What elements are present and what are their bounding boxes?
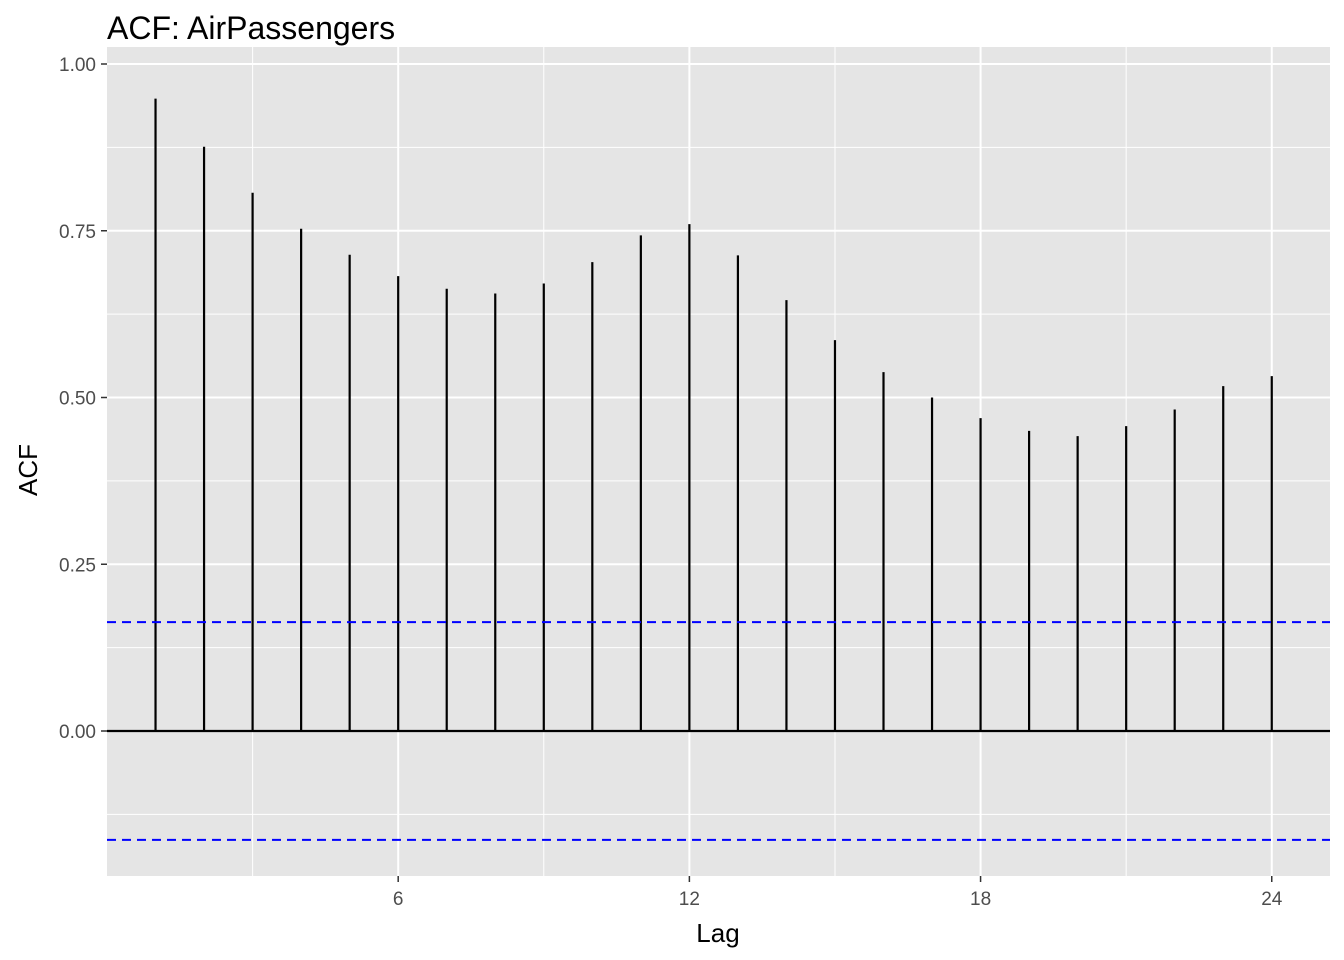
plot-panel — [107, 47, 1330, 876]
y-tick-label: 0.75 — [59, 222, 96, 243]
x-axis: 6 12 18 24 — [393, 876, 1283, 910]
chart-title: ACF: AirPassengers — [107, 10, 395, 46]
x-tick-label: 6 — [393, 889, 404, 910]
y-tick-label: 0.25 — [59, 555, 96, 576]
y-axis-title: ACF — [13, 444, 43, 496]
y-tick-label: 0.00 — [59, 722, 96, 743]
confidence-bounds — [107, 621, 1330, 841]
x-tick-label: 12 — [679, 889, 700, 910]
x-tick-label: 18 — [970, 889, 991, 910]
y-tick-label: 0.50 — [59, 389, 96, 410]
acf-bars — [107, 98, 1330, 733]
y-tick-label: 1.00 — [59, 55, 96, 76]
x-axis-title: Lag — [696, 918, 739, 948]
y-axis: 0.00 0.25 0.50 0.75 1.00 — [59, 55, 107, 743]
x-tick-label: 24 — [1261, 889, 1283, 910]
